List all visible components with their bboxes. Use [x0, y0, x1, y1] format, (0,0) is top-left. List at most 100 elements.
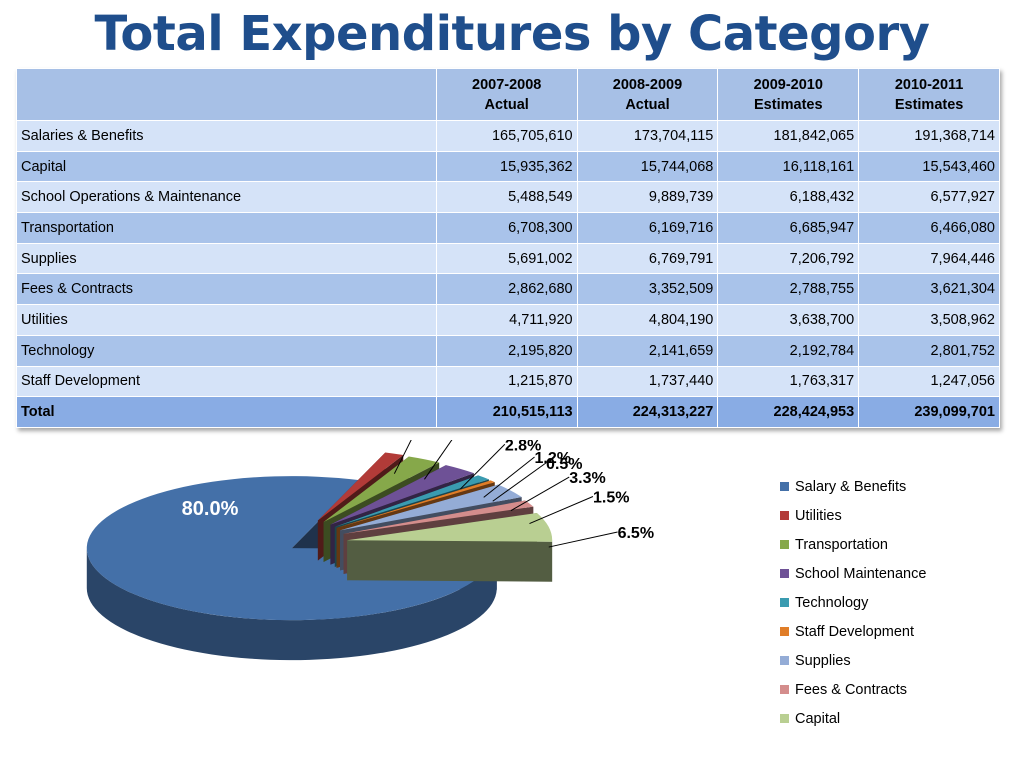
value-cell: 173,704,115	[576, 120, 719, 152]
table-row: Transportation 6,708,300 6,169,716 6,685…	[16, 212, 1000, 244]
legend-swatch	[780, 627, 789, 636]
data-label-leader-supplies	[510, 476, 570, 512]
data-label-leader-utilities	[393, 440, 412, 474]
legend-item-staff-development: Staff Development	[780, 617, 926, 646]
table-row: Technology 2,195,820 2,141,659 2,192,784…	[16, 334, 1000, 367]
column-header-type: Estimates	[754, 96, 823, 113]
legend-swatch	[780, 714, 789, 723]
value-cell: 1,763,317	[717, 365, 860, 398]
column-header-type: Actual	[484, 96, 529, 113]
legend-label: Fees & Contracts	[795, 681, 908, 698]
category-cell: Utilities	[16, 304, 437, 336]
value-cell: 15,543,460	[858, 150, 1000, 183]
value-cell: 2,862,680	[435, 273, 578, 306]
data-label-leader-capital	[548, 531, 618, 548]
legend-label: Salary & Benefits	[795, 478, 907, 495]
total-value: 210,515,113	[435, 396, 578, 428]
total-value: 224,313,227	[576, 396, 719, 428]
data-label-supplies: 3.3%	[569, 470, 605, 487]
total-value: 228,424,953	[717, 396, 860, 428]
value-cell: 6,708,300	[435, 212, 578, 244]
legend-swatch	[780, 569, 789, 578]
data-label-leader-transportation	[424, 440, 453, 480]
value-cell: 6,685,947	[717, 212, 860, 244]
data-label-leader-technology	[483, 456, 535, 498]
pie-slice-capital	[347, 512, 553, 582]
table-header-row: 2007-2008 Actual 2008-2009 Actual 2009-2…	[16, 68, 1000, 121]
data-label-fees-and-contracts: 1.5%	[593, 490, 629, 507]
value-cell: 3,508,962	[858, 304, 1000, 336]
legend-item-supplies: Supplies	[780, 646, 926, 675]
table-row: Staff Development 1,215,870 1,737,440 1,…	[16, 365, 1000, 398]
table-row: Utilities 4,711,920 4,804,190 3,638,700 …	[16, 304, 1000, 336]
value-cell: 3,621,304	[858, 273, 1000, 306]
legend-item-fees-and-contracts: Fees & Contracts	[780, 675, 926, 704]
data-label-leader-school-maintenance	[460, 443, 506, 490]
data-label-technology: 1.2%	[535, 450, 571, 467]
total-row: Total 210,515,113 224,313,227 228,424,95…	[16, 396, 1000, 428]
value-cell: 6,188,432	[717, 181, 860, 214]
category-cell: Capital	[16, 150, 437, 183]
value-cell: 4,804,190	[576, 304, 719, 336]
data-label-school-maintenance: 2.8%	[505, 440, 541, 454]
value-cell: 15,744,068	[576, 150, 719, 183]
data-label-capital: 6.5%	[618, 525, 654, 542]
expenditure-pie-chart: 80.0%1.5%2.7%2.8%1.2%0.5%3.3%1.5%6.5%	[86, 440, 654, 661]
value-cell: 1,737,440	[576, 365, 719, 398]
legend-swatch	[780, 540, 789, 549]
value-cell: 2,788,755	[717, 273, 860, 306]
legend-label: Transportation	[795, 536, 888, 553]
data-label-leader-fees-and-contracts	[529, 496, 594, 525]
legend-swatch	[780, 598, 789, 607]
value-cell: 7,206,792	[717, 242, 860, 275]
column-header: 2007-2008 Actual	[435, 68, 578, 121]
legend-item-school-maintenance: School Maintenance	[780, 559, 926, 588]
value-cell: 5,691,002	[435, 242, 578, 275]
value-cell: 6,769,791	[576, 242, 719, 275]
data-label-leader-staff-development	[492, 462, 547, 502]
value-cell: 16,118,161	[717, 150, 860, 183]
category-cell: Salaries & Benefits	[16, 120, 437, 152]
table-row: Supplies 5,691,002 6,769,791 7,206,792 7…	[16, 242, 1000, 275]
chart-legend: Salary & Benefits Utilities Transportation…	[780, 472, 926, 733]
value-cell: 9,889,739	[576, 181, 719, 214]
category-cell: Transportation	[16, 212, 437, 244]
table-row: Salaries & Benefits 165,705,610 173,704,…	[16, 120, 1000, 152]
legend-swatch	[780, 656, 789, 665]
value-cell: 2,192,784	[717, 334, 860, 367]
column-header-year: 2009-2010	[753, 76, 823, 93]
legend-item-salary-and-benefits: Salary & Benefits	[780, 472, 926, 501]
column-header-type: Actual	[625, 96, 670, 113]
value-cell: 181,842,065	[717, 120, 860, 152]
value-cell: 6,577,927	[858, 181, 1000, 214]
value-cell: 191,368,714	[858, 120, 1000, 152]
value-cell: 3,638,700	[717, 304, 860, 336]
total-label: Total	[16, 396, 437, 428]
column-header-type: Estimates	[894, 96, 964, 113]
value-cell: 15,935,362	[435, 150, 578, 183]
value-cell: 5,488,549	[435, 181, 578, 214]
total-value: 239,099,701	[858, 396, 1000, 428]
legend-item-transportation: Transportation	[780, 530, 926, 559]
expenditures-table: 2007-2008 Actual 2008-2009 Actual 2009-2…	[16, 68, 1000, 428]
value-cell: 165,705,610	[435, 120, 578, 152]
column-header: 2009-2010 Estimates	[717, 68, 860, 121]
value-cell: 1,247,056	[858, 365, 1000, 398]
table-row: School Operations & Maintenance 5,488,54…	[16, 181, 1000, 214]
category-cell: Staff Development	[16, 365, 437, 398]
category-cell: Fees & Contracts	[16, 273, 437, 306]
value-cell: 4,711,920	[435, 304, 578, 336]
value-cell: 2,195,820	[435, 334, 578, 367]
value-cell: 2,801,752	[858, 334, 1000, 367]
value-cell: 1,215,870	[435, 365, 578, 398]
data-label-salary-and-benefits: 80.0%	[182, 498, 239, 520]
value-cell: 6,169,716	[576, 212, 719, 244]
column-header-year: 2010-2011	[894, 76, 964, 93]
column-header: 2008-2009 Actual	[576, 68, 719, 121]
legend-label: Staff Development	[795, 623, 915, 640]
value-cell: 3,352,509	[576, 273, 719, 306]
legend-swatch	[780, 482, 789, 491]
legend-label: Supplies	[795, 652, 851, 669]
legend-item-utilities: Utilities	[780, 501, 926, 530]
category-cell: School Operations & Maintenance	[16, 181, 437, 214]
